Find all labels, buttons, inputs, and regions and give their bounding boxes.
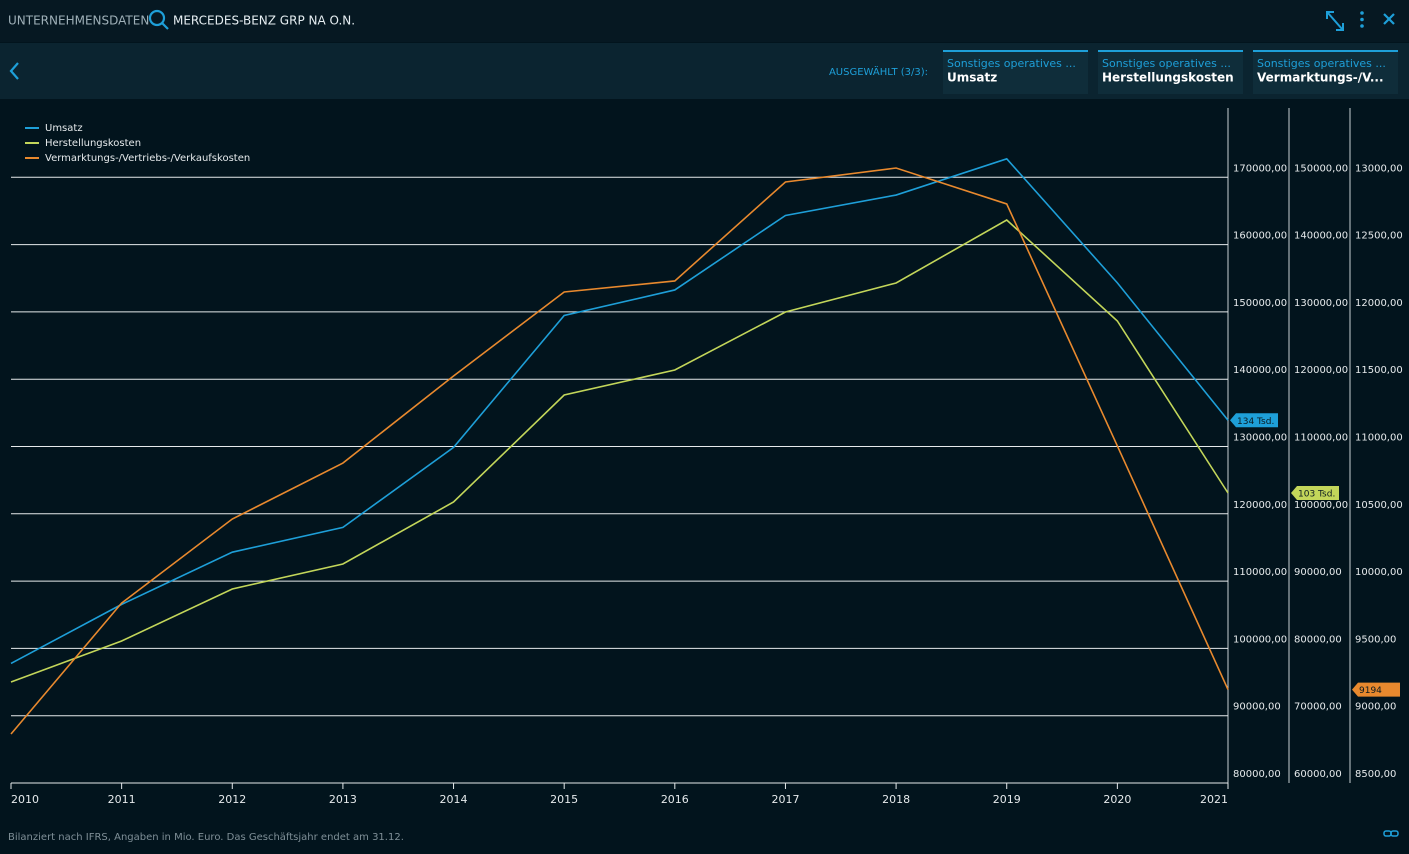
tab-category: Sonstiges operatives ... (1102, 57, 1231, 70)
tab-indicator (943, 50, 1088, 52)
y-tick-label: 13000,00 (1355, 163, 1403, 174)
search-icon[interactable] (148, 9, 169, 30)
x-tick-label: 2020 (1103, 793, 1131, 806)
y-tick-label: 9500,00 (1355, 634, 1396, 645)
x-tick-label: 2013 (329, 793, 357, 806)
x-tick-label: 2010 (11, 793, 39, 806)
end-label: 134 Tsd. (1237, 417, 1274, 427)
y-tick-label: 160000,00 (1233, 231, 1287, 242)
close-icon[interactable] (1383, 13, 1395, 25)
end-label-tag (1352, 682, 1400, 697)
y-tick-label: 140000,00 (1233, 365, 1287, 376)
y-tick-label: 130000,00 (1294, 298, 1348, 309)
series-line (10, 219, 1229, 683)
y-tick-label: 80000,00 (1233, 769, 1281, 780)
x-tick-label: 2017 (771, 793, 799, 806)
y-tick-label: 120000,00 (1294, 365, 1348, 376)
y-tick-label: 150000,00 (1294, 163, 1348, 174)
x-tick-label: 2011 (108, 793, 136, 806)
y-tick-label: 130000,00 (1233, 433, 1287, 444)
end-label-tag (1291, 485, 1339, 500)
series-line (10, 157, 1229, 665)
y-tick-label: 70000,00 (1294, 702, 1342, 713)
y-tick-label: 60000,00 (1294, 769, 1342, 780)
y-tick-label: 80000,00 (1294, 634, 1342, 645)
tab[interactable] (1098, 50, 1243, 94)
tab-category: Sonstiges operatives ... (947, 57, 1076, 70)
tab-name: Herstellungskosten (1102, 71, 1234, 85)
legend-label[interactable]: Herstellungskosten (45, 138, 141, 149)
x-tick-label: 2019 (993, 793, 1021, 806)
end-label-tag (1230, 413, 1278, 428)
y-tick-label: 12000,00 (1355, 298, 1403, 309)
menu-icon[interactable] (1360, 11, 1364, 28)
y-tick-label: 11500,00 (1355, 365, 1403, 376)
y-tick-label: 12500,00 (1355, 231, 1403, 242)
back-button[interactable] (9, 62, 19, 80)
y-tick-label: 170000,00 (1233, 163, 1287, 174)
tab-name: Vermarktungs-/V... (1257, 71, 1384, 85)
company-name[interactable]: MERCEDES-BENZ GRP NA O.N. (173, 14, 355, 28)
y-tick-label: 110000,00 (1294, 433, 1348, 444)
x-tick-label: 2015 (550, 793, 578, 806)
tab[interactable] (943, 50, 1088, 94)
y-tick-label: 100000,00 (1233, 634, 1287, 645)
y-tick-label: 100000,00 (1294, 500, 1348, 511)
legend-label[interactable]: Vermarktungs-/Vertriebs-/Verkaufskosten (45, 153, 250, 164)
y-tick-label: 8500,00 (1355, 769, 1396, 780)
y-tick-label: 150000,00 (1233, 298, 1287, 309)
x-tick-label: 2018 (882, 793, 910, 806)
tab-indicator (1253, 50, 1398, 52)
expand-icon[interactable] (1326, 11, 1344, 31)
link-icon[interactable] (1383, 830, 1399, 837)
end-label: 103 Tsd. (1298, 489, 1335, 499)
y-tick-label: 11000,00 (1355, 433, 1403, 444)
section-title: UNTERNEHMENSDATEN (8, 14, 149, 28)
y-tick-label: 120000,00 (1233, 500, 1287, 511)
tab-indicator (1098, 50, 1243, 52)
y-tick-label: 10000,00 (1355, 567, 1403, 578)
legend-label[interactable]: Umsatz (45, 123, 83, 134)
footer-note: Bilanziert nach IFRS, Angaben in Mio. Eu… (8, 832, 404, 843)
x-tick-label: 2014 (440, 793, 468, 806)
header-bar (0, 0, 1409, 42)
y-tick-label: 110000,00 (1233, 567, 1287, 578)
y-tick-label: 90000,00 (1294, 567, 1342, 578)
x-tick-label: 2016 (661, 793, 689, 806)
tab-name: Umsatz (947, 71, 997, 85)
tab-category: Sonstiges operatives ... (1257, 57, 1386, 70)
y-tick-label: 90000,00 (1233, 702, 1281, 713)
x-tick-label: 2021 (1200, 793, 1228, 806)
end-label: 9194 (1359, 686, 1382, 696)
series-line (10, 167, 1229, 735)
y-tick-label: 9000,00 (1355, 702, 1396, 713)
x-tick-label: 2012 (218, 793, 246, 806)
y-tick-label: 10500,00 (1355, 500, 1403, 511)
selected-count: AUSGEWÄHLT (3/3): (829, 65, 928, 78)
y-tick-label: 140000,00 (1294, 231, 1348, 242)
tab[interactable] (1253, 50, 1398, 94)
